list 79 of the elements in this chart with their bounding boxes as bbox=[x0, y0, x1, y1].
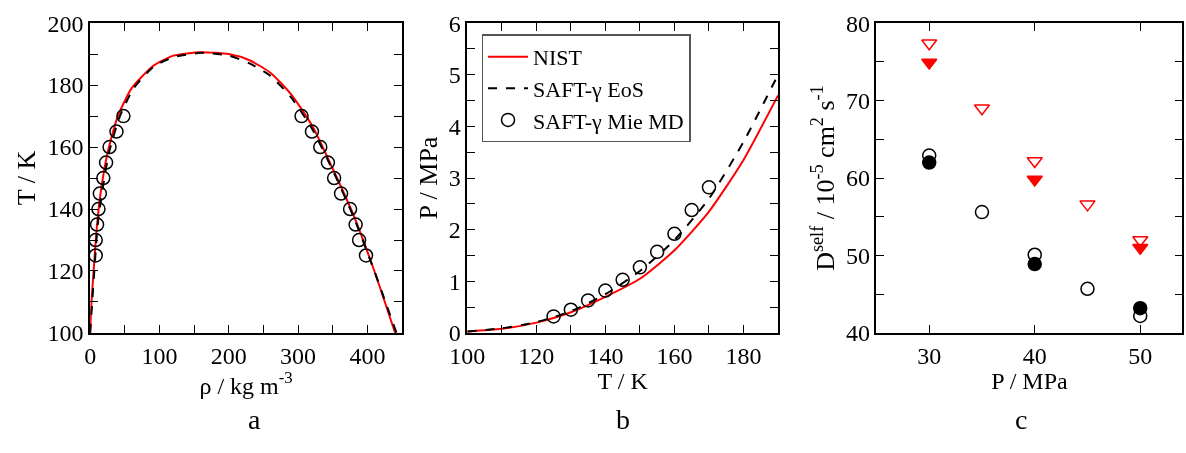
point bbox=[546, 309, 561, 324]
point bbox=[649, 244, 665, 260]
x-tick-label: 140 bbox=[587, 342, 624, 369]
point bbox=[333, 186, 349, 201]
x-tick-label: 100 bbox=[141, 342, 178, 369]
y-tick-label: 5 bbox=[448, 62, 461, 89]
point bbox=[921, 155, 937, 170]
point bbox=[96, 170, 111, 186]
point bbox=[684, 202, 699, 218]
point bbox=[320, 155, 336, 170]
point bbox=[974, 204, 990, 220]
point bbox=[102, 139, 117, 155]
y-tick-label: 120 bbox=[47, 258, 84, 285]
point bbox=[98, 155, 114, 170]
legend-label: NIST bbox=[533, 45, 583, 71]
y-tick-label: 70 bbox=[845, 87, 870, 114]
y-tick-label: 2 bbox=[448, 217, 461, 244]
point bbox=[348, 217, 363, 232]
point bbox=[1080, 281, 1095, 297]
x-tick-label: 120 bbox=[518, 342, 555, 369]
y-tick-label: 80 bbox=[845, 10, 870, 37]
legend-label: SAFT-γ EoS bbox=[533, 76, 645, 102]
y-axis-title: T / K bbox=[12, 150, 42, 206]
y-tick-label: 50 bbox=[845, 242, 870, 269]
x-axis-title: T / K bbox=[597, 368, 649, 395]
y-tick-label: 4 bbox=[448, 113, 461, 140]
point bbox=[116, 108, 131, 124]
text: c bbox=[1015, 404, 1028, 435]
point bbox=[667, 226, 682, 242]
y-tick-label: 40 bbox=[845, 320, 870, 347]
y-tick-label: 60 bbox=[845, 165, 870, 192]
point bbox=[1027, 256, 1042, 272]
x-tick-label: 300 bbox=[280, 342, 317, 369]
text: a bbox=[248, 404, 261, 435]
x-tick-label: 400 bbox=[349, 342, 386, 369]
x-tick-label: 200 bbox=[210, 342, 247, 369]
point bbox=[1079, 200, 1096, 212]
y-tick-label: 0 bbox=[448, 320, 461, 347]
point bbox=[109, 124, 124, 139]
point bbox=[1026, 175, 1043, 187]
point bbox=[342, 201, 358, 217]
point bbox=[326, 170, 342, 186]
x-tick-label: 160 bbox=[656, 342, 693, 369]
point bbox=[88, 232, 103, 248]
y-tick-label: 160 bbox=[47, 134, 84, 161]
point bbox=[304, 124, 320, 139]
point bbox=[1027, 247, 1042, 262]
y-tick-label: 3 bbox=[448, 165, 461, 192]
point bbox=[358, 248, 374, 263]
point bbox=[313, 139, 328, 155]
x-tick-label: 30 bbox=[917, 342, 942, 369]
point bbox=[88, 248, 103, 263]
point bbox=[615, 272, 630, 288]
point bbox=[294, 108, 309, 124]
point bbox=[351, 232, 367, 248]
point bbox=[92, 186, 108, 201]
y-tick-label: 140 bbox=[47, 196, 84, 223]
point bbox=[580, 293, 596, 308]
x-axis-title: ρ / kg m$^{-3}$ bbox=[199, 368, 293, 399]
text: b bbox=[616, 404, 630, 435]
x-tick-label: 50 bbox=[1128, 342, 1153, 369]
point bbox=[1026, 156, 1043, 169]
x-axis-title: P / MPa bbox=[991, 368, 1069, 395]
y-tick-label: 100 bbox=[47, 320, 84, 347]
point bbox=[1132, 300, 1148, 316]
point bbox=[89, 217, 105, 232]
y-tick-label: 180 bbox=[47, 72, 84, 99]
y-axis-title: P / MPa bbox=[413, 136, 443, 220]
x-tick-label: 40 bbox=[1022, 342, 1047, 369]
x-tick-label: 180 bbox=[725, 342, 762, 369]
point bbox=[91, 201, 106, 217]
y-tick-label: 1 bbox=[448, 268, 461, 295]
legend-label: SAFT-γ Mie MD bbox=[533, 108, 684, 134]
point bbox=[632, 260, 648, 275]
point bbox=[598, 283, 613, 298]
y-tick-label: 6 bbox=[448, 10, 461, 37]
y-tick-label: 200 bbox=[47, 10, 84, 37]
point bbox=[563, 302, 579, 317]
point bbox=[701, 180, 717, 195]
